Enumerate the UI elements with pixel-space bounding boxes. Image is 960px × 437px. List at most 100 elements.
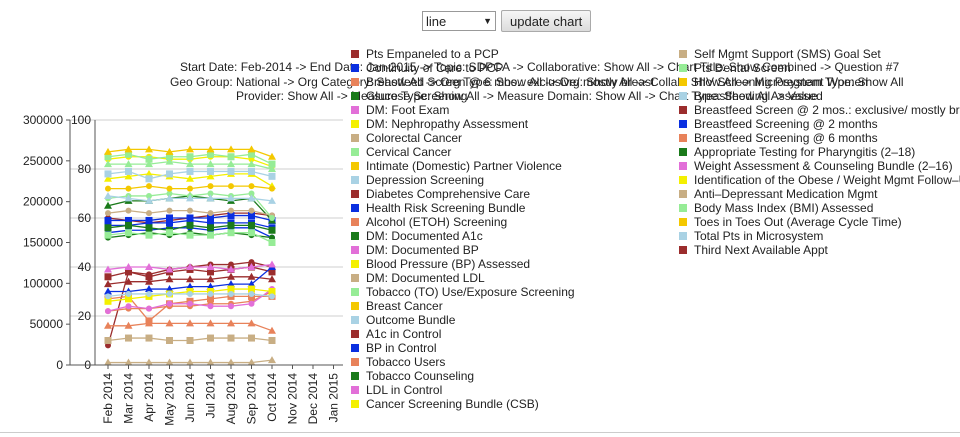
data-point	[124, 263, 133, 270]
data-point	[187, 207, 193, 214]
data-point	[166, 290, 173, 297]
legend-label: DM: Documented LDL	[366, 271, 485, 285]
legend-entry[interactable]: Depression Screening	[351, 173, 484, 187]
data-point	[207, 231, 214, 239]
legend-entry[interactable]: Intimate (Domestic) Partner Violence	[351, 159, 562, 173]
legend-entry[interactable]: Breastfeed Screen @ 2 mos.: exclusive/ m…	[679, 103, 960, 117]
series	[104, 356, 276, 366]
legend-swatch	[351, 344, 359, 352]
legend-entry[interactable]: Tobacco Counseling	[351, 369, 474, 383]
legend-label: DM: Documented A1c	[366, 229, 483, 243]
update-chart-button[interactable]: update chart	[501, 10, 592, 32]
left-axis-tick-label: 100000	[23, 276, 63, 290]
data-point	[268, 196, 276, 204]
legend-entry[interactable]: Breastfeeding Assessed	[679, 89, 823, 103]
data-point	[247, 319, 256, 327]
legend-entry[interactable]: Alcohol (ETOH) Screening	[351, 215, 507, 229]
data-point	[227, 272, 235, 280]
chart-series	[104, 145, 276, 366]
legend-entry[interactable]: HIV Screening Pregnant Women	[679, 75, 868, 89]
legend-entry[interactable]: Blood Pressure (BP) Assessed	[351, 257, 530, 271]
legend-entry[interactable]: LDL in Control	[351, 383, 442, 397]
x-axis-tick-label: Dec 2014	[306, 373, 320, 425]
series	[104, 334, 276, 344]
data-point	[228, 290, 234, 297]
legend-entry[interactable]: Colorectal Cancer	[351, 131, 462, 145]
data-point	[268, 226, 276, 234]
data-point	[124, 194, 133, 202]
legend-entry[interactable]: Outcome Bundle	[351, 313, 455, 327]
data-point	[268, 152, 276, 160]
legend-entry[interactable]: Total Pts in Microsystem	[679, 229, 823, 243]
right-axis-tick-label: 60	[78, 211, 92, 225]
legend-entry[interactable]: A1c in Control	[351, 327, 441, 341]
chart-subtitle-line-1: Start Date: Feb-2014 -> End Date: Jan-20…	[180, 60, 900, 74]
data-point	[248, 285, 255, 293]
data-point	[145, 160, 153, 168]
legend-swatch	[351, 260, 359, 268]
legend-entry[interactable]: Pts Empaneled to a PCP	[351, 47, 499, 61]
legend-label: Breastfeed Screen @ 6 mos.: exclusive/ m…	[366, 75, 655, 89]
legend-entry[interactable]: DM: Nephropathy Assessment	[351, 117, 528, 131]
legend-entry[interactable]: Cervical Cancer	[351, 145, 451, 159]
data-point	[104, 147, 112, 155]
data-point	[145, 231, 153, 239]
legend-entry[interactable]: Continuity of Care to PCP	[351, 61, 503, 75]
data-point	[268, 172, 276, 180]
data-point	[207, 303, 214, 310]
data-point	[187, 300, 193, 307]
legend-swatch	[351, 330, 359, 338]
data-point	[104, 287, 112, 295]
legend-label: Self Mgmt Support (SMS) Goal Set	[694, 47, 881, 61]
legend-entry[interactable]: Anti–Depressant Medication Mgmt	[679, 187, 877, 201]
legend-entry[interactable]: DM: Documented LDL	[351, 271, 485, 285]
legend-entry[interactable]: Third Next Available Appt	[679, 243, 828, 257]
legend-entry[interactable]: Toes in Toes Out (Average Cycle Time)	[679, 215, 902, 229]
series	[104, 260, 276, 273]
legend-entry[interactable]: Breast Cancer	[351, 299, 443, 313]
legend-swatch	[679, 148, 687, 156]
legend-swatch	[351, 64, 359, 72]
legend-entry[interactable]: Breastfeed Screen @ 6 mos.: exclusive/ m…	[351, 75, 654, 89]
legend-entry[interactable]: Pts Dental Screen	[679, 61, 791, 75]
legend-swatch	[679, 50, 687, 58]
legend-entry[interactable]: Appropriate Testing for Pharyngitis (2–1…	[679, 145, 915, 159]
data-point	[145, 317, 153, 325]
legend-swatch	[351, 400, 359, 408]
legend-entry[interactable]: Breastfeed Screening @ 6 months	[679, 131, 878, 145]
data-point	[146, 183, 152, 190]
legend-entry[interactable]: Cancer Screening Bundle (CSB)	[351, 397, 539, 411]
data-point	[248, 167, 255, 175]
legend-entry[interactable]: DM: Documented A1c	[351, 229, 483, 243]
legend-entry[interactable]: Tobacco (TO) Use/Exposure Screening	[351, 285, 575, 299]
data-point	[227, 194, 235, 202]
data-point	[145, 263, 153, 270]
legend-entry[interactable]: Glucose Screening	[351, 89, 467, 103]
series	[104, 319, 276, 334]
legend-entry[interactable]: Tobacco Users	[351, 355, 445, 369]
data-point	[104, 358, 112, 366]
legend-entry[interactable]: Weight Assessment & Counseling Bundle (2…	[679, 159, 953, 173]
chart-type-select[interactable]: line ▼	[422, 11, 496, 31]
legend-entry[interactable]: Identification of the Obese / Weight Mgm…	[679, 173, 960, 187]
legend-entry[interactable]: Diabetes Comprehensive Care	[351, 187, 530, 201]
legend-swatch	[679, 134, 687, 142]
data-point	[207, 190, 214, 197]
legend-entry[interactable]: Health Risk Screening Bundle	[351, 201, 525, 215]
legend-entry[interactable]: Body Mass Index (BMI) Assessed	[679, 201, 873, 215]
legend-entry[interactable]: Breastfeed Screening @ 2 months	[679, 117, 878, 131]
legend-label: Depression Screening	[366, 173, 485, 187]
data-point	[145, 277, 153, 285]
legend-entry[interactable]: DM: Documented BP	[351, 243, 479, 257]
legend-label: DM: Foot Exam	[366, 103, 450, 117]
legend-swatch	[679, 190, 687, 198]
data-point	[206, 319, 215, 327]
legend-swatch	[351, 246, 359, 254]
data-point	[227, 334, 235, 342]
data-point	[146, 290, 152, 297]
data-point	[125, 290, 132, 297]
legend-entry[interactable]: DM: Foot Exam	[351, 103, 449, 117]
legend-entry[interactable]: BP in Control	[351, 341, 436, 355]
legend-entry[interactable]: Self Mgmt Support (SMS) Goal Set	[679, 47, 881, 61]
legend-label: Tobacco (TO) Use/Exposure Screening	[366, 285, 575, 299]
